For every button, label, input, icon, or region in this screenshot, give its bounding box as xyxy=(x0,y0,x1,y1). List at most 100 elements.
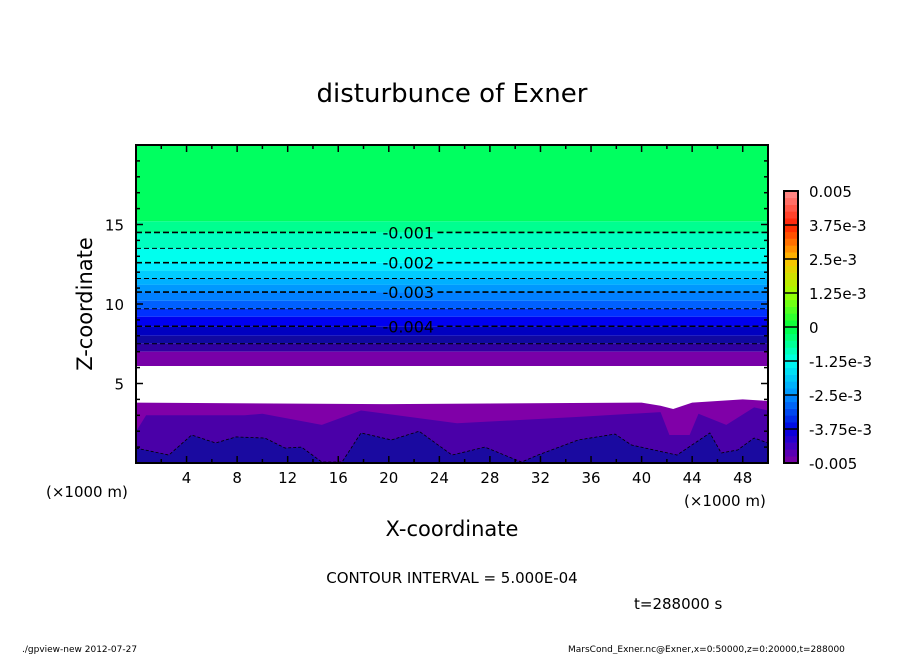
fill-band xyxy=(136,262,768,271)
fill-band xyxy=(136,278,768,285)
colorbar-cell xyxy=(784,252,798,260)
colorbar-label: -1.25e-3 xyxy=(809,353,872,371)
fill-band-navy xyxy=(136,431,768,463)
colorbar-cell xyxy=(784,415,798,423)
fill-band xyxy=(136,351,768,367)
colorbar-cell xyxy=(784,422,798,430)
fill-band xyxy=(136,221,768,233)
colorbar-cell xyxy=(784,293,798,301)
colorbar-label: 3.75e-3 xyxy=(809,217,867,235)
fill-band xyxy=(136,292,768,301)
colorbar-frame xyxy=(783,190,799,464)
footer-left: ./gpview-new 2012-07-27 xyxy=(22,645,137,654)
colorbar-cell xyxy=(784,225,798,233)
colorbar-cell xyxy=(784,395,798,403)
colorbar-label: -3.75e-3 xyxy=(809,421,872,439)
colorbar-cell xyxy=(784,401,798,409)
chart-title: disturbunce of Exner xyxy=(317,79,588,109)
colorbar-cell xyxy=(784,347,798,355)
colorbar-cell xyxy=(784,408,798,416)
contour-label: -0.002 xyxy=(382,254,434,273)
colorbar-cell xyxy=(784,245,798,253)
colorbar-cell xyxy=(784,306,798,314)
x-tick-label: 8 xyxy=(232,469,242,487)
colorbar-cell xyxy=(784,361,798,369)
fill-band xyxy=(136,300,768,309)
colorbar-cell xyxy=(784,320,798,328)
missing-region xyxy=(136,366,768,403)
x-tick-label: 48 xyxy=(733,469,752,487)
colorbar-label: 0.005 xyxy=(809,183,852,201)
fill-band xyxy=(136,343,768,352)
fill-band xyxy=(136,248,768,263)
colorbar-cell xyxy=(784,456,798,464)
colorbar-label: 0 xyxy=(809,319,819,337)
colorbar-cell xyxy=(784,313,798,321)
colorbar-cell xyxy=(784,259,798,267)
colorbar-cell xyxy=(784,279,798,287)
x-unit-label-right: (×1000 m) xyxy=(684,492,766,510)
fill-band xyxy=(136,335,768,344)
x-tick-label: 40 xyxy=(632,469,651,487)
colorbar-cell xyxy=(784,299,798,307)
fill-band xyxy=(136,308,768,317)
y-tick-label: 10 xyxy=(105,296,124,314)
x-tick-label: 16 xyxy=(329,469,348,487)
contour-label: -0.004 xyxy=(382,317,434,336)
x-tick-label: 36 xyxy=(581,469,600,487)
y-axis-label: Z-coordinate xyxy=(73,237,97,371)
colorbar-cell xyxy=(784,442,798,450)
colorbar-cell xyxy=(784,265,798,273)
contour-fills xyxy=(136,145,768,463)
colorbar-cell xyxy=(784,286,798,294)
x-tick-label: 20 xyxy=(379,469,398,487)
fill-band xyxy=(136,326,768,336)
colorbar-cell xyxy=(784,231,798,239)
colorbar-cell xyxy=(784,449,798,457)
colorbar-cell xyxy=(784,333,798,341)
y-tick-label: 5 xyxy=(114,376,124,394)
x-tick-label: 24 xyxy=(430,469,449,487)
colorbar: 0.005 3.75e-3 2.5e-3 1.25e-3 0 -1.25e-3 -2.5e-… xyxy=(783,183,872,473)
colorbar-label: -2.5e-3 xyxy=(809,387,862,405)
colorbar-cell xyxy=(784,388,798,396)
fill-band xyxy=(136,270,768,279)
colorbar-cell xyxy=(784,272,798,280)
time-label: t=288000 s xyxy=(634,595,722,613)
colorbar-cell xyxy=(784,218,798,226)
colorbar-label: -0.005 xyxy=(809,455,857,473)
colorbar-cell xyxy=(784,204,798,212)
x-tick-label: 28 xyxy=(480,469,499,487)
colorbar-cell xyxy=(784,191,798,199)
colorbar-cell xyxy=(784,197,798,205)
colorbar-cell xyxy=(784,238,798,246)
colorbar-cell xyxy=(784,327,798,335)
colorbar-cell xyxy=(784,367,798,375)
colorbar-cell xyxy=(784,354,798,362)
x-tick-label: 32 xyxy=(531,469,550,487)
fill-band xyxy=(136,232,768,249)
colorbar-cell xyxy=(784,374,798,382)
x-axis-label: X-coordinate xyxy=(386,517,519,541)
contour-interval: CONTOUR INTERVAL = 5.000E-04 xyxy=(326,569,577,587)
colorbar-cell xyxy=(784,340,798,348)
fill-band xyxy=(136,316,768,327)
y-tick-label: 15 xyxy=(105,217,124,235)
fill-band xyxy=(136,284,768,293)
contour-lines: -0.001 -0.002 -0.003 -0.004 xyxy=(135,223,769,463)
contour-line xyxy=(135,430,769,463)
colorbar-label: 2.5e-3 xyxy=(809,251,857,269)
colorbar-cell xyxy=(784,381,798,389)
x-tick-label: 4 xyxy=(182,469,192,487)
fill-band xyxy=(136,145,768,222)
colorbar-cell xyxy=(784,435,798,443)
contour-label: -0.003 xyxy=(382,283,434,302)
x-tick-label: 12 xyxy=(278,469,297,487)
footer-right: MarsCond_Exner.nc@Exner,x=0:50000,z=0:20… xyxy=(568,645,845,654)
x-unit-label-left: (×1000 m) xyxy=(46,483,128,501)
colorbar-label: 1.25e-3 xyxy=(809,285,867,303)
colorbar-cell xyxy=(784,211,798,219)
x-tick-label: 44 xyxy=(683,469,702,487)
